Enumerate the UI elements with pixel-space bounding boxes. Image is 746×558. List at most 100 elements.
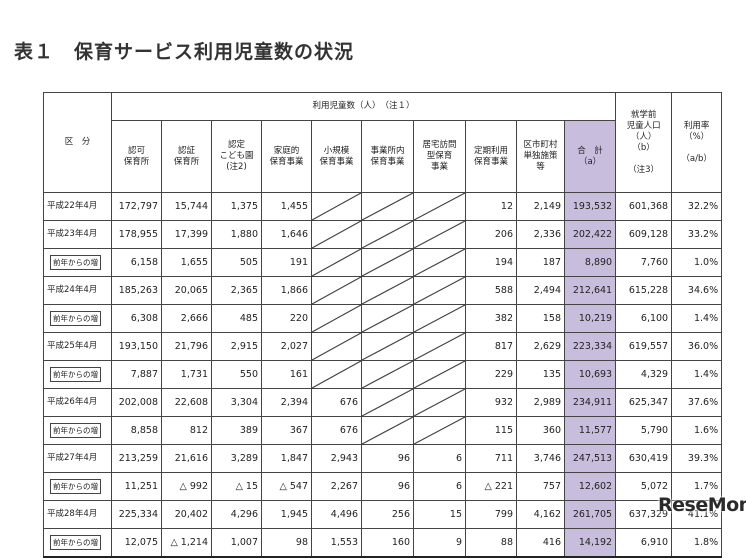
table-cell: 4,329 bbox=[615, 360, 673, 389]
header-column-0: 認可 保育所 bbox=[111, 120, 162, 193]
row-label: 前年からの増 bbox=[43, 416, 112, 445]
table-cell: 1.8% bbox=[671, 528, 723, 558]
not-applicable-slash bbox=[311, 220, 362, 249]
table-cell: 2,267 bbox=[311, 472, 362, 501]
not-applicable-slash bbox=[311, 276, 362, 305]
table-cell: 6,158 bbox=[111, 248, 162, 277]
table-cell: 360 bbox=[516, 416, 565, 445]
not-applicable-slash bbox=[361, 276, 414, 305]
not-applicable-slash bbox=[413, 248, 466, 277]
not-applicable-slash bbox=[413, 416, 466, 445]
table-cell: 6,308 bbox=[111, 304, 162, 333]
table-cell: 1.6% bbox=[671, 416, 723, 445]
table-row: 前年からの増 6,308 2,666 485 220 382 158 10,219 6,100 1… bbox=[43, 304, 723, 333]
table-cell: 485 bbox=[211, 304, 262, 333]
table-cell: 2,666 bbox=[161, 304, 212, 333]
not-applicable-slash bbox=[413, 304, 466, 333]
not-applicable-slash bbox=[361, 332, 414, 361]
table-cell: 711 bbox=[465, 444, 517, 473]
not-applicable-slash bbox=[361, 220, 414, 249]
table-cell: 172,797 bbox=[111, 192, 162, 221]
table-cell: 96 bbox=[361, 472, 414, 501]
not-applicable-slash bbox=[361, 248, 414, 277]
table-cell: 2,336 bbox=[516, 220, 565, 249]
table-cell: 202,422 bbox=[563, 220, 617, 249]
table-cell: 202,008 bbox=[111, 388, 162, 417]
table-row: 平成26年4月 202,008 22,608 3,304 2,394 676 932 2,98… bbox=[43, 388, 723, 417]
table-cell: 98 bbox=[261, 528, 312, 558]
table-cell: 33.2% bbox=[671, 220, 723, 249]
table-cell: 2,915 bbox=[211, 332, 262, 361]
table-cell: 2,149 bbox=[516, 192, 565, 221]
table-cell: 88 bbox=[465, 528, 517, 558]
table-cell: 1,945 bbox=[261, 500, 312, 529]
table-cell: 676 bbox=[311, 416, 362, 445]
header-kubun: 区 分 bbox=[43, 92, 112, 193]
table-cell: 21,796 bbox=[161, 332, 212, 361]
table-row: 平成23年4月 178,955 17,399 1,880 1,646 206 2,336 20… bbox=[43, 220, 723, 249]
not-applicable-slash bbox=[361, 416, 414, 445]
header-column-1: 認証 保育所 bbox=[161, 120, 212, 193]
table-cell: 2,494 bbox=[516, 276, 565, 305]
row-label: 前年からの増 bbox=[43, 472, 112, 501]
row-label: 前年からの増 bbox=[43, 360, 112, 389]
table-row: 平成25年4月 193,150 21,796 2,915 2,027 817 2,629 22… bbox=[43, 332, 723, 361]
table-cell: 12,075 bbox=[111, 528, 162, 558]
table-cell: 193,532 bbox=[563, 192, 617, 221]
table-cell: 2,989 bbox=[516, 388, 565, 417]
table-cell: △ 992 bbox=[161, 472, 212, 501]
header-usage-group: 利用児童数（人） （注１） bbox=[110, 92, 617, 121]
table-cell: 6 bbox=[413, 472, 466, 501]
table-cell: 39.3% bbox=[671, 444, 723, 473]
table-cell: 550 bbox=[211, 360, 262, 389]
row-label-box: 前年からの増 bbox=[50, 479, 101, 494]
table-cell: △ 1,214 bbox=[161, 528, 212, 558]
row-label: 前年からの増 bbox=[43, 304, 112, 333]
table-cell: 9 bbox=[413, 528, 466, 558]
not-applicable-slash bbox=[361, 388, 414, 417]
table-cell: 609,128 bbox=[615, 220, 673, 249]
table-row: 平成22年4月 172,797 15,744 1,375 1,455 12 2,149 193… bbox=[43, 192, 723, 221]
table-cell: 630,419 bbox=[615, 444, 673, 473]
table-cell: 1.4% bbox=[671, 304, 723, 333]
table-row: 前年からの増 8,858 812 389 367 676 115 360 11,577 5,790… bbox=[43, 416, 723, 445]
table-cell: 4,296 bbox=[211, 500, 262, 529]
not-applicable-slash bbox=[413, 192, 466, 221]
table-cell: 1,880 bbox=[211, 220, 262, 249]
table-cell: 1,553 bbox=[311, 528, 362, 558]
table-cell: 1,646 bbox=[261, 220, 312, 249]
header-column-8: 区市町村 単独施策等 bbox=[516, 120, 565, 193]
table-cell: 220 bbox=[261, 304, 312, 333]
table-cell: 115 bbox=[465, 416, 517, 445]
table-cell: 812 bbox=[161, 416, 212, 445]
table-cell: 757 bbox=[516, 472, 565, 501]
table-row: 前年からの増 6,158 1,655 505 191 194 187 8,890 7,760 1.… bbox=[43, 248, 723, 277]
table-cell: 11,577 bbox=[563, 416, 617, 445]
table-cell: 185,263 bbox=[111, 276, 162, 305]
header-usage-rate: 利用率 （%） （a/b） bbox=[671, 92, 723, 193]
row-label-box: 前年からの増 bbox=[50, 255, 101, 270]
header-column-5: 事業所内 保育事業 bbox=[361, 120, 414, 193]
header-preschool-population: 就学前 児童人口 （人） （b） （注3） bbox=[615, 92, 673, 193]
table-row: 平成27年4月 213,259 21,616 3,289 1,847 2,943 96 6 71… bbox=[43, 444, 723, 473]
table-cell: 160 bbox=[361, 528, 414, 558]
table-row: 前年からの増 7,887 1,731 550 161 229 135 10,693 4,329 1… bbox=[43, 360, 723, 389]
table-cell: 37.6% bbox=[671, 388, 723, 417]
table-cell: 817 bbox=[465, 332, 517, 361]
table-cell: 8,890 bbox=[563, 248, 617, 277]
row-label: 平成28年4月 bbox=[43, 500, 112, 529]
table-cell: 2,027 bbox=[261, 332, 312, 361]
row-label: 平成27年4月 bbox=[43, 444, 112, 473]
header-column-7: 定期利用 保育事業 bbox=[465, 120, 517, 193]
table-cell: 1,866 bbox=[261, 276, 312, 305]
header-column-6: 居宅訪問 型保育 事業 bbox=[413, 120, 466, 193]
table-cell: 34.6% bbox=[671, 276, 723, 305]
table-cell: 10,219 bbox=[563, 304, 617, 333]
table-cell: 367 bbox=[261, 416, 312, 445]
header-column-4: 小規模 保育事業 bbox=[311, 120, 362, 193]
table-cell: △ 547 bbox=[261, 472, 312, 501]
table-cell: 225,334 bbox=[111, 500, 162, 529]
table-cell: 6,100 bbox=[615, 304, 673, 333]
table-cell: 193,150 bbox=[111, 332, 162, 361]
table-cell: 161 bbox=[261, 360, 312, 389]
